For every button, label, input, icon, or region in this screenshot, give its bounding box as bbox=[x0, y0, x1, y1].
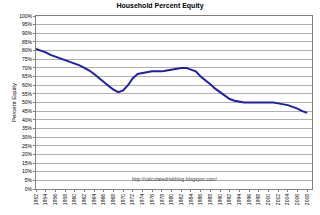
svg-text:1988: 1988 bbox=[207, 194, 213, 205]
svg-text:Household Percent Equity: Household Percent Equity bbox=[116, 2, 203, 10]
svg-text:45%: 45% bbox=[22, 108, 33, 114]
svg-text:100%: 100% bbox=[19, 13, 32, 19]
svg-text:65%: 65% bbox=[22, 73, 33, 79]
svg-text:2008: 2008 bbox=[304, 194, 310, 205]
svg-text:5%: 5% bbox=[25, 177, 33, 183]
svg-text:1990: 1990 bbox=[217, 194, 223, 205]
svg-text:25%: 25% bbox=[22, 143, 33, 149]
svg-text:1964: 1964 bbox=[91, 194, 97, 205]
svg-text:1962: 1962 bbox=[81, 194, 87, 205]
svg-text:http://calculatedriskblog.blog: http://calculatedriskblog.blogspot.com/ bbox=[132, 176, 217, 182]
svg-text:1976: 1976 bbox=[149, 194, 155, 205]
svg-text:1952: 1952 bbox=[33, 194, 39, 205]
svg-text:1954: 1954 bbox=[42, 194, 48, 205]
svg-text:1982: 1982 bbox=[178, 194, 184, 205]
svg-text:1998: 1998 bbox=[255, 194, 261, 205]
svg-text:2004: 2004 bbox=[284, 194, 290, 205]
svg-text:1968: 1968 bbox=[110, 194, 116, 205]
svg-text:90%: 90% bbox=[22, 30, 33, 36]
svg-text:85%: 85% bbox=[22, 39, 33, 45]
svg-text:55%: 55% bbox=[22, 91, 33, 97]
svg-text:50%: 50% bbox=[22, 99, 33, 105]
svg-text:40%: 40% bbox=[22, 117, 33, 123]
svg-text:2002: 2002 bbox=[275, 194, 281, 205]
svg-text:80%: 80% bbox=[22, 47, 33, 53]
svg-text:95%: 95% bbox=[22, 21, 33, 27]
svg-text:60%: 60% bbox=[22, 82, 33, 88]
svg-text:30%: 30% bbox=[22, 134, 33, 140]
svg-text:1992: 1992 bbox=[226, 194, 232, 205]
svg-text:1994: 1994 bbox=[236, 194, 242, 205]
svg-text:1958: 1958 bbox=[62, 194, 68, 205]
svg-text:1972: 1972 bbox=[129, 194, 135, 205]
svg-text:1956: 1956 bbox=[52, 194, 58, 205]
svg-text:1980: 1980 bbox=[168, 194, 174, 205]
svg-text:15%: 15% bbox=[22, 160, 33, 166]
svg-text:35%: 35% bbox=[22, 125, 33, 131]
svg-text:1960: 1960 bbox=[71, 194, 77, 205]
svg-text:1986: 1986 bbox=[197, 194, 203, 205]
svg-text:1996: 1996 bbox=[246, 194, 252, 205]
svg-text:1970: 1970 bbox=[120, 194, 126, 205]
svg-text:0%: 0% bbox=[25, 186, 33, 192]
svg-text:75%: 75% bbox=[22, 56, 33, 62]
svg-text:70%: 70% bbox=[22, 65, 33, 71]
svg-text:1978: 1978 bbox=[159, 194, 165, 205]
svg-text:2006: 2006 bbox=[294, 194, 300, 205]
svg-text:2000: 2000 bbox=[265, 194, 271, 205]
svg-text:Percent Equity: Percent Equity bbox=[11, 83, 17, 122]
svg-text:10%: 10% bbox=[22, 168, 33, 174]
svg-text:1974: 1974 bbox=[139, 194, 145, 205]
svg-text:1984: 1984 bbox=[188, 194, 194, 205]
svg-text:20%: 20% bbox=[22, 151, 33, 157]
svg-text:1966: 1966 bbox=[100, 194, 106, 205]
